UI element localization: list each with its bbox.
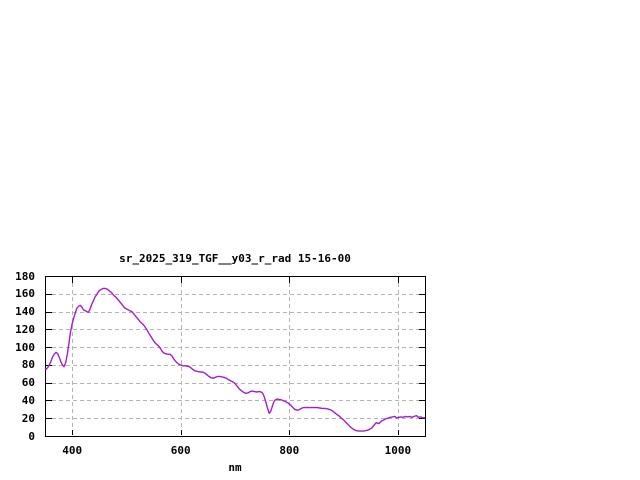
plot-frame	[45, 276, 426, 437]
data-curve	[44, 287, 425, 432]
x-tick-label-1000: 1000	[384, 444, 412, 457]
y-tick-label-80: 80	[21, 358, 35, 372]
y-tick-label-0: 0	[28, 429, 35, 443]
y-tick-label-40: 40	[21, 393, 35, 407]
y-tick-label-100: 100	[15, 340, 35, 354]
x-axis-label: nm	[228, 461, 242, 474]
y-tick-label-140: 140	[15, 305, 35, 319]
y-tick-label-60: 60	[21, 376, 35, 390]
y-tick-label-160: 160	[15, 287, 35, 301]
x-tick-label-800: 800	[279, 444, 300, 457]
y-tick-label-180: 180	[15, 269, 35, 283]
x-tick-label-400: 400	[62, 444, 83, 457]
y-tick-label-20: 20	[21, 411, 35, 425]
x-tick-label-600: 600	[170, 444, 191, 457]
y-tick-label-120: 120	[15, 322, 35, 336]
chart-title: sr_2025_319_TGF__y03_r_rad 15-16-00	[119, 252, 351, 265]
